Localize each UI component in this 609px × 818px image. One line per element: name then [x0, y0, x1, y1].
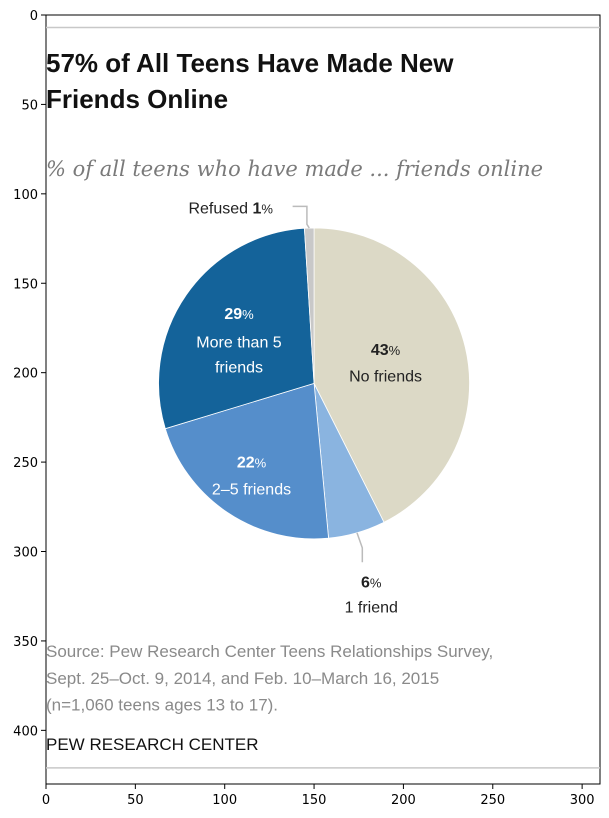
- y-tick-label: 300: [13, 546, 38, 561]
- source-line-1: Source: Pew Research Center Teens Relati…: [46, 642, 493, 661]
- x-tick-label: 150: [302, 793, 327, 808]
- pie-slice-refused: [303, 227, 315, 384]
- brand-label: PEW RESEARCH CENTER: [46, 735, 259, 754]
- source-line-3: (n=1,060 teens ages 13 to 17).: [46, 696, 278, 715]
- source-line-2: Sept. 25–Oct. 9, 2014, and Feb. 10–March…: [46, 669, 439, 688]
- leader-line-refused: [292, 205, 310, 229]
- y-tick-label: 50: [21, 98, 38, 113]
- y-tick-label: 150: [13, 277, 38, 292]
- y-tick-label: 100: [13, 188, 38, 203]
- x-tick-label: 100: [212, 793, 237, 808]
- chart-subtitle-text: % of all teens who have made ... friends…: [46, 157, 543, 181]
- pie-value-no-friends: 43%: [371, 342, 401, 359]
- pie-slice-no-friends: [313, 227, 470, 523]
- pie-label-refused: Refused 1%: [188, 201, 273, 218]
- pie-label-2-5-friends: 2–5 friends: [212, 481, 291, 498]
- pie-label-more-than-5-line-1: More than 5: [196, 335, 281, 352]
- pie-slice-2-5-friends: [164, 382, 329, 540]
- pie-label-more-than-5-line-2: friends: [215, 360, 263, 377]
- x-tick-label: 0: [42, 793, 50, 808]
- pie-slice-more-than-5-friends: [158, 227, 315, 430]
- x-tick-label: 300: [570, 793, 595, 808]
- pie-label-no-friends: No friends: [349, 369, 422, 386]
- source-note: Source: Pew Research Center Teens Relati…: [46, 642, 493, 715]
- chart-title-line-2: Friends Online: [46, 84, 228, 114]
- pie-value-1-friend: 6%: [361, 574, 382, 591]
- y-tick-label: 250: [13, 456, 38, 471]
- x-tick-label: 200: [391, 793, 416, 808]
- x-tick-label: 50: [127, 793, 144, 808]
- x-tick-label: 250: [480, 793, 505, 808]
- pie-chart: [158, 227, 470, 540]
- y-tick-label: 0: [30, 9, 38, 24]
- y-tick-label: 350: [13, 635, 38, 650]
- chart-subtitle: % of all teens who have made ... friends…: [46, 157, 543, 181]
- pie-value-2-5-friends: 22%: [237, 454, 267, 471]
- axis-ticks: 0 50 100 150 200 250 300 0 50 100 150 200 250 300 350 4…: [13, 9, 594, 808]
- y-tick-label: 400: [13, 724, 38, 739]
- image-content: 57% of All Teens Have Made New Friends On…: [46, 48, 543, 754]
- chart-title: 57% of All Teens Have Made New Friends On…: [46, 48, 454, 114]
- pie-labels: 43% No friends 29% More than 5 friends 22% 2–5…: [188, 201, 422, 617]
- pie-label-1-friend: 1 friend: [345, 599, 398, 616]
- y-tick-label: 200: [13, 367, 38, 382]
- pie-value-more-than-5: 29%: [224, 306, 254, 323]
- chart-title-line-1: 57% of All Teens Have Made New: [46, 48, 454, 78]
- leader-line-1-friend: [356, 532, 364, 563]
- brand-text: PEW RESEARCH CENTER: [46, 735, 259, 754]
